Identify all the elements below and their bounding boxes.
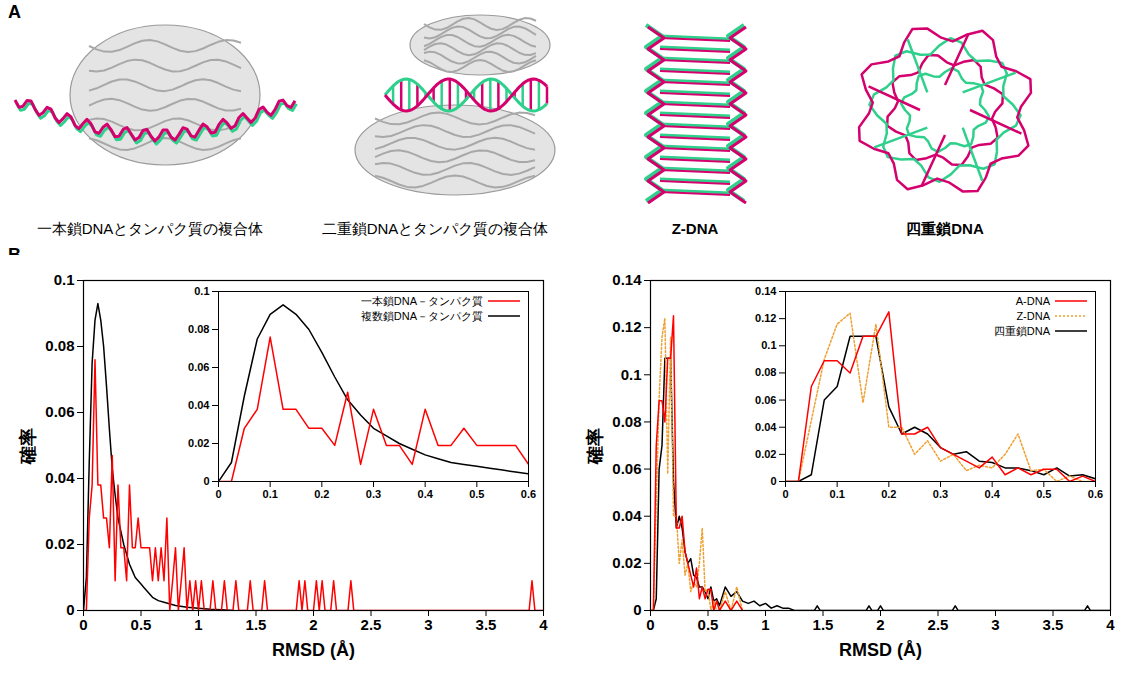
svg-text:確率: 確率 [585, 428, 605, 465]
svg-text:RMSD (Å): RMSD (Å) [272, 640, 355, 660]
svg-text:0.04: 0.04 [45, 469, 75, 486]
svg-text:0.5: 0.5 [1036, 488, 1051, 500]
svg-text:0.1: 0.1 [621, 366, 642, 383]
svg-text:0.5: 0.5 [131, 616, 152, 633]
svg-text:1: 1 [761, 616, 769, 633]
html-text:A: A [8, 2, 21, 22]
svg-text:複数鎖DNA－タンパク質: 複数鎖DNA－タンパク質 [361, 310, 483, 322]
svg-text:0.02: 0.02 [188, 437, 209, 449]
svg-text:0: 0 [633, 601, 641, 618]
svg-text:0.02: 0.02 [612, 554, 641, 571]
svg-text:2.5: 2.5 [361, 616, 382, 633]
svg-text:0.4: 0.4 [418, 488, 434, 500]
svg-text:0.6: 0.6 [1088, 488, 1103, 500]
svg-text:2: 2 [309, 616, 317, 633]
svg-text:3: 3 [424, 616, 432, 633]
svg-text:0: 0 [782, 488, 788, 500]
svg-text:4: 4 [539, 616, 548, 633]
svg-text:0.12: 0.12 [612, 318, 641, 335]
svg-text:0.1: 0.1 [830, 488, 845, 500]
svg-text:0.1: 0.1 [194, 285, 209, 297]
svg-text:1: 1 [194, 616, 202, 633]
svg-text:Z-DNA: Z-DNA [672, 220, 719, 237]
svg-text:一本鎖DNA－タンパク質: 一本鎖DNA－タンパク質 [361, 295, 483, 307]
svg-text:0.02: 0.02 [45, 535, 74, 552]
svg-text:0.2: 0.2 [881, 488, 896, 500]
svg-text:確率: 確率 [18, 428, 38, 465]
html-text:B: B [8, 245, 21, 265]
svg-text:0.08: 0.08 [45, 337, 74, 354]
svg-text:二重鎖DNAとタンパク質の複合体: 二重鎖DNAとタンパク質の複合体 [322, 220, 549, 237]
svg-text:0.4: 0.4 [985, 488, 1001, 500]
svg-text:0.14: 0.14 [755, 285, 777, 297]
svg-text:1.5: 1.5 [246, 616, 267, 633]
svg-text:0: 0 [79, 616, 87, 633]
svg-text:0.14: 0.14 [612, 271, 642, 288]
svg-text:0.02: 0.02 [755, 448, 776, 460]
svg-text:0: 0 [66, 601, 74, 618]
svg-text:3: 3 [991, 616, 999, 633]
svg-text:四重鎖DNA: 四重鎖DNA [906, 220, 984, 237]
svg-text:Z-DNA: Z-DNA [1016, 310, 1050, 322]
svg-text:0.08: 0.08 [612, 413, 641, 430]
svg-text:0: 0 [215, 488, 221, 500]
svg-text:0.08: 0.08 [188, 323, 209, 335]
svg-text:2: 2 [876, 616, 884, 633]
svg-text:0.6: 0.6 [521, 488, 536, 500]
svg-text:0.04: 0.04 [755, 421, 777, 433]
svg-text:0: 0 [646, 616, 654, 633]
svg-text:2.5: 2.5 [928, 616, 949, 633]
svg-text:0: 0 [203, 475, 209, 487]
svg-text:0.08: 0.08 [755, 366, 776, 378]
svg-text:0.06: 0.06 [755, 394, 776, 406]
svg-text:0.12: 0.12 [755, 312, 776, 324]
svg-text:3.5: 3.5 [476, 616, 497, 633]
svg-text:0.1: 0.1 [761, 339, 776, 351]
svg-text:0.06: 0.06 [45, 403, 74, 420]
svg-text:0.3: 0.3 [933, 488, 948, 500]
svg-text:4: 4 [1106, 616, 1115, 633]
svg-text:A-DNA: A-DNA [1016, 295, 1051, 307]
svg-text:0.04: 0.04 [188, 399, 210, 411]
svg-text:0.1: 0.1 [263, 488, 278, 500]
svg-text:RMSD (Å): RMSD (Å) [839, 640, 922, 660]
svg-text:0.06: 0.06 [188, 361, 209, 373]
svg-text:0.5: 0.5 [469, 488, 484, 500]
svg-text:0.3: 0.3 [366, 488, 381, 500]
svg-text:一本鎖DNAとタンパク質の複合体: 一本鎖DNAとタンパク質の複合体 [37, 220, 264, 237]
svg-text:0: 0 [770, 475, 776, 487]
svg-text:3.5: 3.5 [1043, 616, 1064, 633]
svg-text:0.1: 0.1 [54, 271, 75, 288]
svg-text:0.2: 0.2 [314, 488, 329, 500]
svg-text:0.06: 0.06 [612, 460, 641, 477]
svg-text:1.5: 1.5 [813, 616, 834, 633]
svg-text:0.04: 0.04 [612, 507, 642, 524]
svg-text:四重鎖DNA: 四重鎖DNA [994, 325, 1051, 337]
svg-text:0.5: 0.5 [698, 616, 719, 633]
